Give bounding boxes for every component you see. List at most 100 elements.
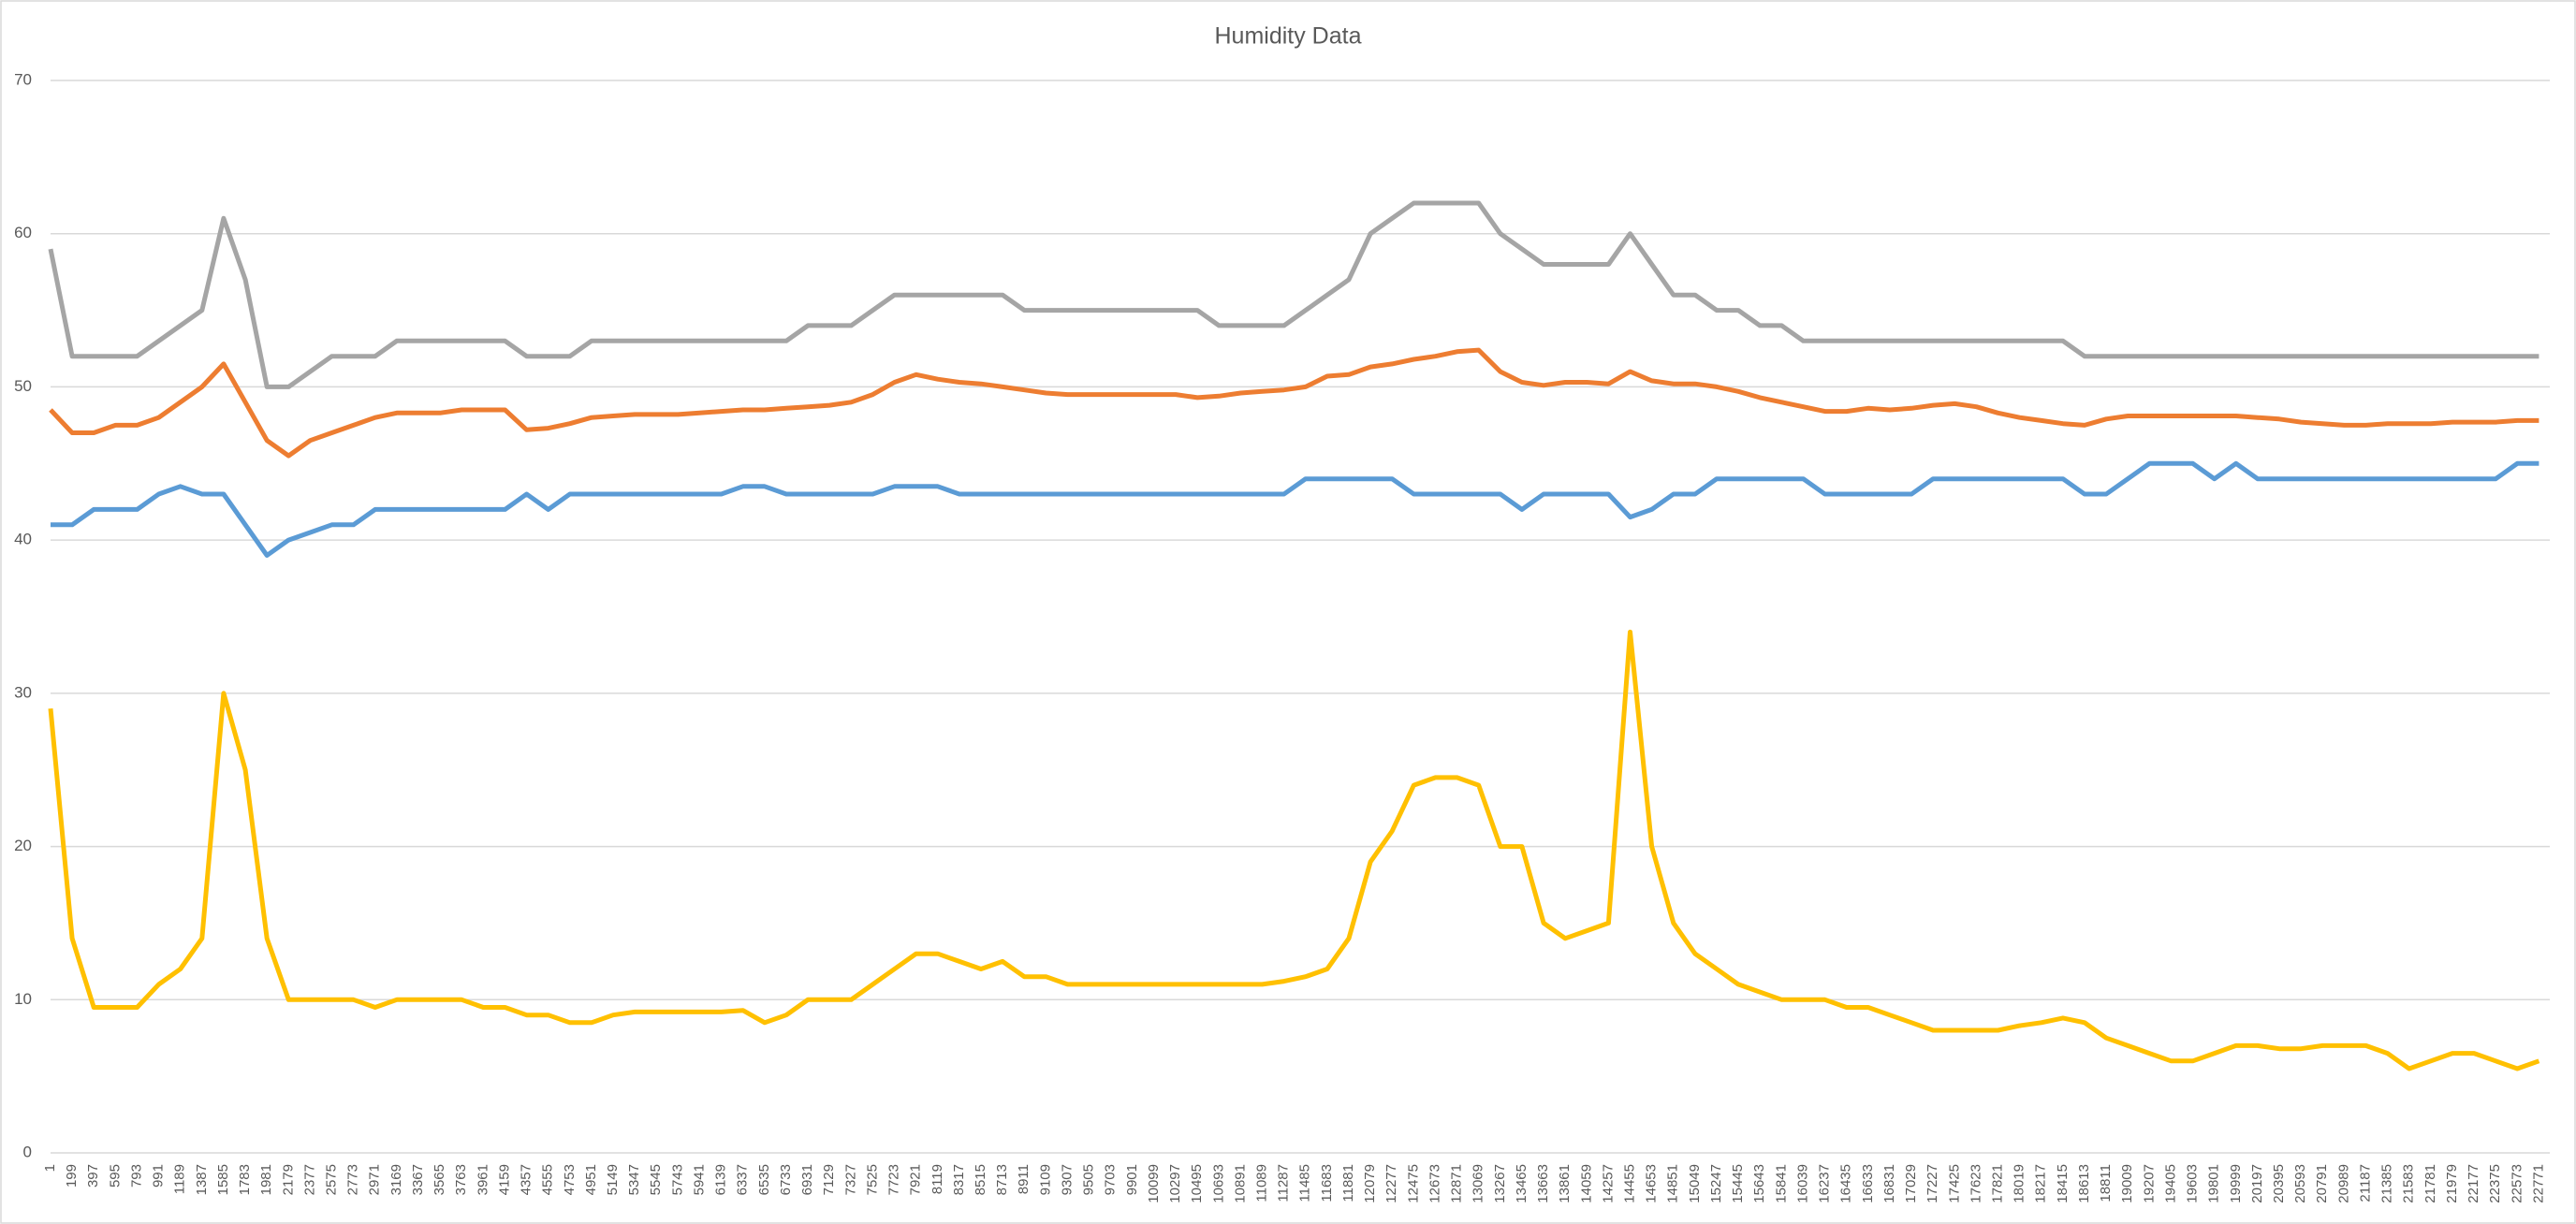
x-tick-label: 3961 <box>475 1164 490 1195</box>
x-tick-label: 13861 <box>1557 1164 1573 1203</box>
chart-title: Humidity Data <box>1215 23 1362 50</box>
x-tick-label: 11089 <box>1254 1164 1270 1202</box>
x-tick-label: 3169 <box>388 1164 404 1195</box>
x-tick-label: 19801 <box>2206 1164 2222 1203</box>
x-tick-label: 11287 <box>1276 1164 1292 1202</box>
x-tick-label: 9307 <box>1059 1164 1075 1195</box>
x-tick-label: 17227 <box>1925 1164 1940 1203</box>
x-tick-label: 20197 <box>2249 1164 2265 1203</box>
x-tick-label: 3367 <box>410 1164 426 1195</box>
x-tick-label: 14059 <box>1578 1164 1594 1203</box>
x-tick-label: 6139 <box>713 1164 729 1195</box>
x-tick-label: 20989 <box>2335 1164 2351 1203</box>
x-tick-label: 21385 <box>2379 1164 2395 1203</box>
x-tick-label: 19999 <box>2228 1164 2244 1203</box>
x-tick-label: 1783 <box>237 1164 253 1195</box>
x-tick-label: 12871 <box>1449 1164 1465 1203</box>
x-tick-label: 14455 <box>1622 1164 1638 1203</box>
line-series <box>48 629 2540 1071</box>
x-tick-label: 19603 <box>2185 1164 2201 1203</box>
x-tick-label: 2179 <box>280 1164 296 1195</box>
x-tick-label: 7327 <box>842 1164 858 1195</box>
x-tick-label: 18415 <box>2055 1164 2071 1203</box>
x-tick-label: 19009 <box>2119 1164 2135 1203</box>
x-tick-label: 5941 <box>691 1164 707 1195</box>
x-tick-label: 20395 <box>2271 1164 2287 1203</box>
x-tick-label: 17821 <box>1989 1164 2005 1203</box>
x-tick-label: 15445 <box>1730 1164 1746 1203</box>
x-tick-label: 5545 <box>648 1164 664 1195</box>
x-tick-label: 1981 <box>258 1164 274 1195</box>
x-tick-label: 9109 <box>1037 1164 1053 1195</box>
x-tick-label: 10099 <box>1146 1164 1162 1203</box>
y-tick-label: 70 <box>14 70 32 88</box>
x-tick-label: 6535 <box>756 1164 772 1195</box>
y-tick-label: 10 <box>14 990 32 1008</box>
x-tick-label: 12277 <box>1383 1164 1399 1203</box>
x-tick-label: 2575 <box>323 1164 339 1195</box>
x-tick-label: 2377 <box>301 1164 317 1195</box>
x-tick-label: 7723 <box>886 1164 902 1195</box>
x-tick-label: 6931 <box>799 1164 815 1195</box>
x-tick-label: 13069 <box>1471 1164 1486 1203</box>
x-tick-label: 13267 <box>1492 1164 1508 1203</box>
x-tick-label: 22177 <box>2466 1164 2481 1203</box>
x-tick-label: 12475 <box>1405 1164 1421 1203</box>
x-tick-label: 11683 <box>1319 1164 1335 1202</box>
x-tick-label: 4159 <box>496 1164 512 1195</box>
x-tick-label: 199 <box>64 1164 80 1188</box>
x-tick-label: 15643 <box>1751 1164 1767 1203</box>
x-tick-label: 12673 <box>1427 1164 1442 1203</box>
x-tick-label: 1 <box>42 1164 58 1172</box>
x-tick-label: 7525 <box>864 1164 880 1195</box>
x-tick-label: 17425 <box>1946 1164 1962 1203</box>
x-tick-label: 15049 <box>1687 1164 1703 1203</box>
x-tick-label: 991 <box>151 1164 167 1188</box>
x-tick-label: 15247 <box>1708 1164 1724 1203</box>
x-tick-label: 1585 <box>215 1164 231 1195</box>
y-tick-label: 50 <box>14 377 32 395</box>
x-tick-label: 3565 <box>432 1164 447 1195</box>
x-tick-label: 10297 <box>1167 1164 1183 1203</box>
x-tick-label: 16237 <box>1817 1164 1833 1203</box>
x-tick-label: 13663 <box>1535 1164 1551 1203</box>
x-tick-label: 4753 <box>562 1164 578 1195</box>
x-tick-label: 20791 <box>2314 1164 2330 1203</box>
y-tick-label: 30 <box>14 683 32 701</box>
x-tick-label: 2971 <box>367 1164 383 1195</box>
x-tick-label: 16831 <box>1881 1164 1897 1203</box>
x-tick-label: 18613 <box>2076 1164 2092 1203</box>
x-tick-label: 13465 <box>1514 1164 1530 1203</box>
x-tick-label: 7129 <box>821 1164 837 1195</box>
x-tick-label: 1387 <box>194 1164 210 1195</box>
x-tick-label: 5149 <box>605 1164 621 1195</box>
y-tick-label: 0 <box>23 1143 32 1160</box>
x-tick-label: 14653 <box>1644 1164 1660 1203</box>
line-series <box>49 347 2539 459</box>
line-series <box>51 460 2539 558</box>
x-tick-label: 18811 <box>2098 1164 2114 1202</box>
x-tick-label: 793 <box>128 1164 144 1188</box>
x-tick-label: 15841 <box>1773 1164 1789 1203</box>
x-tick-label: 5743 <box>669 1164 685 1195</box>
x-tick-label: 397 <box>85 1164 101 1188</box>
y-tick-label: 20 <box>14 837 32 854</box>
x-tick-label: 4555 <box>540 1164 556 1195</box>
x-tick-label: 21979 <box>2444 1164 2460 1203</box>
x-tick-label: 595 <box>107 1164 123 1188</box>
x-tick-label: 4357 <box>519 1164 534 1195</box>
x-tick-label: 4951 <box>583 1164 599 1195</box>
x-tick-label: 19207 <box>2141 1164 2157 1203</box>
x-tick-label: 21781 <box>2422 1164 2438 1203</box>
x-tick-label: 22375 <box>2487 1164 2503 1203</box>
x-tick-label: 22573 <box>2509 1164 2525 1203</box>
x-tick-label: 9901 <box>1124 1164 1140 1195</box>
x-tick-label: 11485 <box>1297 1164 1313 1202</box>
x-tick-label: 17623 <box>1968 1164 1983 1203</box>
x-tick-label: 21583 <box>2401 1164 2417 1203</box>
x-tick-label: 10693 <box>1210 1164 1226 1203</box>
x-tick-label: 9703 <box>1103 1164 1119 1195</box>
